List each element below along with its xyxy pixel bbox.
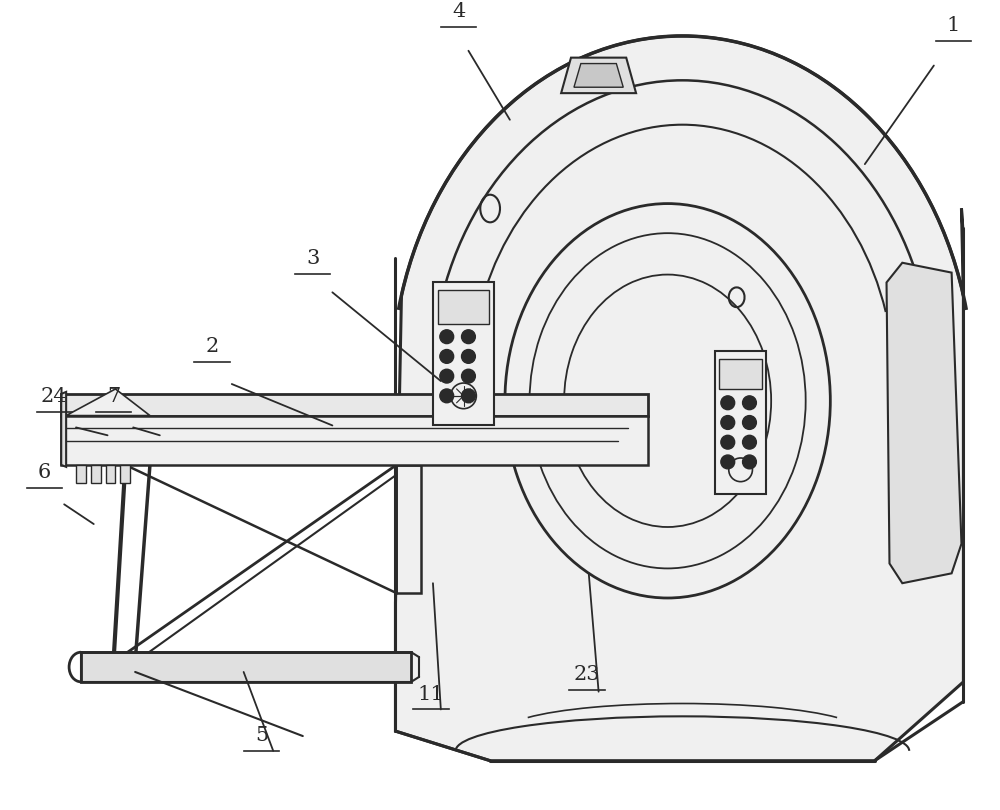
Circle shape [440, 330, 454, 343]
Polygon shape [715, 352, 766, 494]
Polygon shape [91, 465, 101, 483]
Polygon shape [433, 283, 494, 425]
Circle shape [462, 330, 475, 343]
Polygon shape [574, 63, 623, 87]
Text: 1: 1 [947, 16, 960, 35]
Polygon shape [81, 652, 411, 682]
Text: 11: 11 [418, 684, 444, 704]
Text: 23: 23 [573, 665, 600, 684]
Circle shape [721, 435, 735, 449]
Polygon shape [719, 360, 762, 389]
Polygon shape [120, 465, 130, 483]
Text: 2: 2 [205, 338, 219, 356]
Polygon shape [61, 416, 648, 465]
Circle shape [743, 435, 756, 449]
Text: 7: 7 [107, 386, 120, 406]
Polygon shape [106, 465, 115, 483]
Polygon shape [395, 36, 963, 761]
Circle shape [743, 455, 756, 469]
Circle shape [462, 389, 475, 403]
Polygon shape [438, 290, 489, 324]
Circle shape [721, 455, 735, 469]
Text: 24: 24 [41, 386, 68, 406]
Polygon shape [396, 465, 421, 593]
Polygon shape [561, 58, 636, 93]
Polygon shape [61, 394, 648, 416]
Polygon shape [887, 262, 961, 583]
Circle shape [440, 349, 454, 364]
Circle shape [721, 416, 735, 429]
Text: 5: 5 [255, 726, 268, 745]
Circle shape [721, 396, 735, 410]
Polygon shape [66, 389, 150, 416]
Polygon shape [76, 465, 86, 483]
Circle shape [440, 389, 454, 403]
Circle shape [440, 369, 454, 383]
Circle shape [743, 396, 756, 410]
Polygon shape [61, 392, 66, 467]
Circle shape [743, 416, 756, 429]
Circle shape [462, 349, 475, 364]
Circle shape [462, 369, 475, 383]
Text: 4: 4 [452, 2, 465, 21]
Text: 6: 6 [38, 463, 51, 482]
Text: 3: 3 [306, 249, 319, 267]
